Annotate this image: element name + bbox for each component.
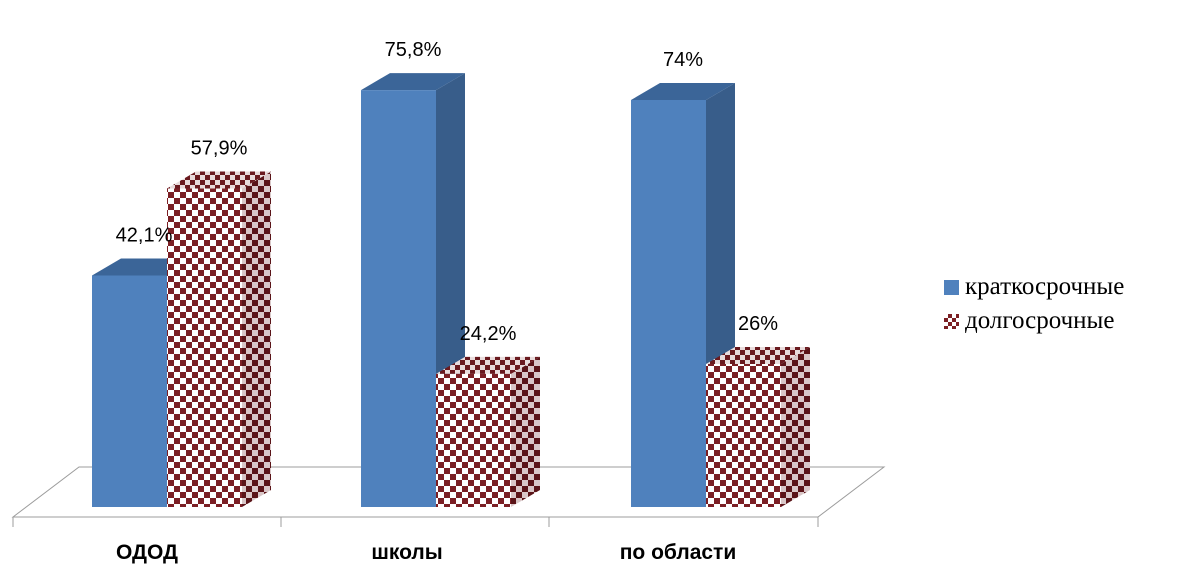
bar-front-face [92,275,167,507]
value-label-long-term-schools: 24,2% [460,323,517,345]
legend-swatch-short-term [944,279,959,295]
bar-front-face [167,188,242,508]
legend-item-short-term: краткосрочные [944,270,1124,304]
legend: краткосрочные долгосрочные [944,270,1124,338]
value-labels: 42,1% 57,9% 75,8% 24,2% 74% 26% [116,39,779,345]
bar-side-face [511,356,540,507]
value-label-long-term-ododd: 57,9% [191,138,248,160]
bars [92,73,810,508]
category-label-region: по области [620,541,737,564]
legend-label-short-term: краткосрочные [965,273,1125,300]
bar-top-face [436,356,540,374]
legend-swatch-long-term [944,313,959,329]
bar-front-face [706,364,781,507]
value-label-short-term-ododd: 42,1% [116,224,173,246]
legend-item-long-term: долгосрочные [944,304,1124,338]
legend-label-long-term: долгосрочные [965,307,1115,334]
bar-front-face [631,100,706,507]
value-label-short-term-region: 74% [663,49,703,71]
bar-front-face [361,90,436,507]
bar-long-term-region [706,347,810,507]
category-axis [12,517,819,527]
category-label-schools: школы [371,541,442,564]
category-label-ododd: ОДОД [116,541,178,564]
value-label-short-term-schools: 75,8% [385,39,442,61]
bar-top-face [706,347,810,364]
bar-long-term-ododd [167,171,271,508]
bar-top-face [167,171,271,189]
bar-long-term-schools [436,356,540,507]
bar-top-face [631,83,735,100]
bar-side-face [242,171,271,508]
bar-top-face [361,73,465,91]
value-label-long-term-region: 26% [738,313,778,335]
bar-front-face [436,373,511,507]
bar-side-face [781,347,810,507]
